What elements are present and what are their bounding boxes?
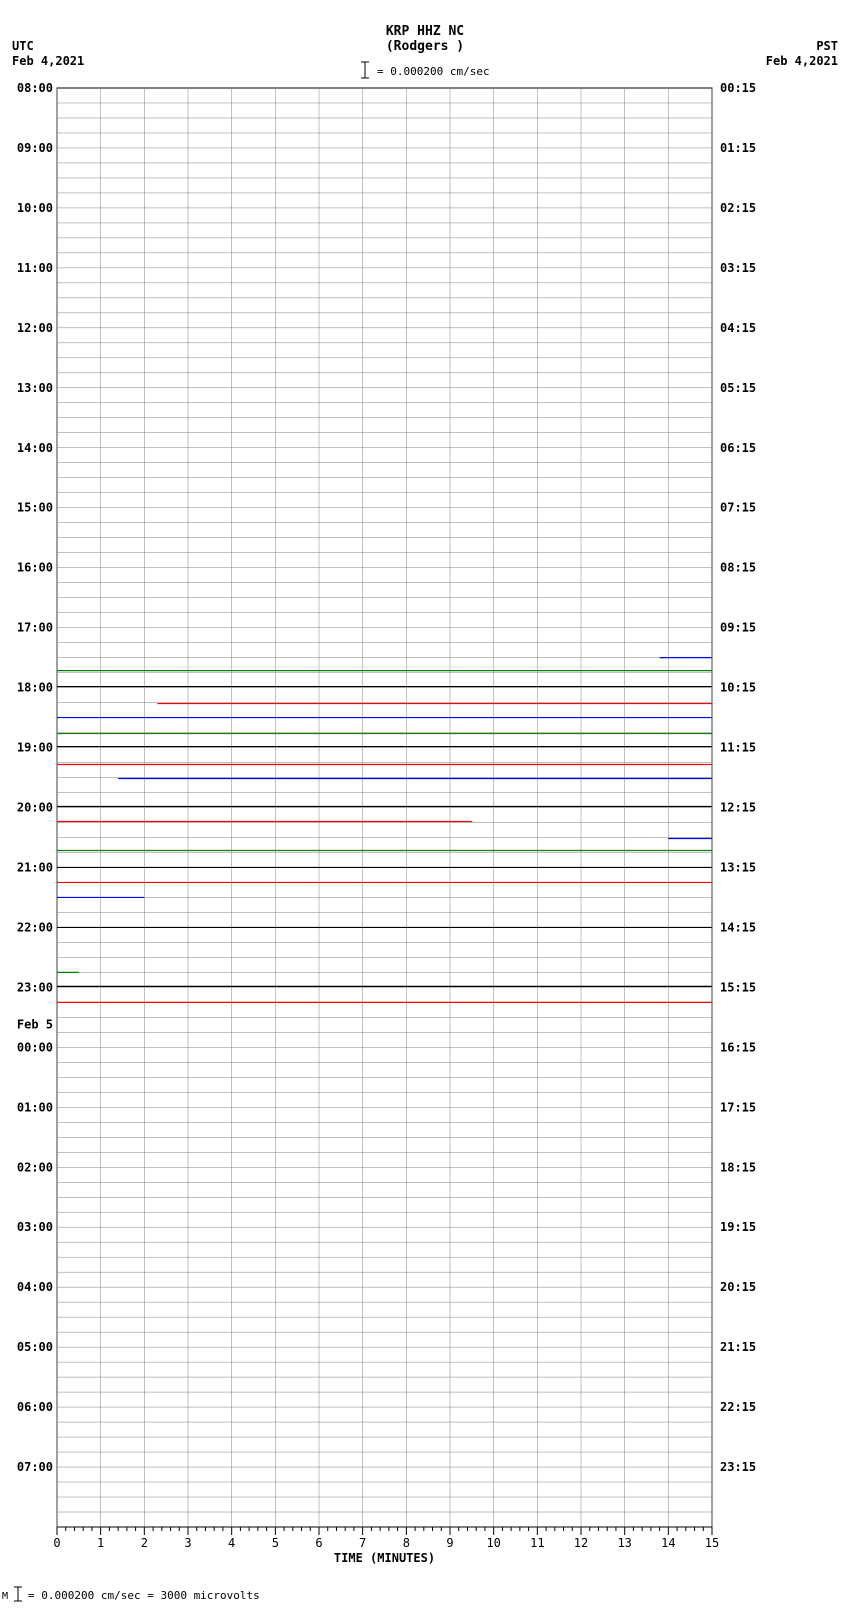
xaxis-tick: 4 bbox=[228, 1536, 235, 1550]
utc-label: 00:00 bbox=[17, 1040, 53, 1054]
pst-label: 20:15 bbox=[720, 1280, 756, 1294]
utc-label: 02:00 bbox=[17, 1160, 53, 1174]
utc-label: 12:00 bbox=[17, 321, 53, 335]
xaxis-tick: 11 bbox=[530, 1536, 544, 1550]
left-tz: UTC bbox=[12, 39, 34, 53]
utc-label: 14:00 bbox=[17, 441, 53, 455]
xaxis-tick: 1 bbox=[97, 1536, 104, 1550]
utc-label: 18:00 bbox=[17, 681, 53, 695]
xaxis-tick: 10 bbox=[486, 1536, 500, 1550]
pst-label: 21:15 bbox=[720, 1340, 756, 1354]
pst-label: 03:15 bbox=[720, 261, 756, 275]
pst-label: 13:15 bbox=[720, 860, 756, 874]
utc-label: 08:00 bbox=[17, 81, 53, 95]
pst-label: 00:15 bbox=[720, 81, 756, 95]
utc-label: 10:00 bbox=[17, 201, 53, 215]
pst-label: 02:15 bbox=[720, 201, 756, 215]
xaxis-tick: 0 bbox=[53, 1536, 60, 1550]
pst-label: 18:15 bbox=[720, 1160, 756, 1174]
footer-scale-text: = 0.000200 cm/sec = 3000 microvolts bbox=[28, 1589, 260, 1602]
pst-label: 09:15 bbox=[720, 621, 756, 635]
seismogram-chart: KRP HHZ NC(Rodgers ) = 0.000200 cm/sec UTC… bbox=[0, 0, 850, 1613]
pst-label: 06:15 bbox=[720, 441, 756, 455]
xaxis-label: TIME (MINUTES) bbox=[334, 1551, 435, 1565]
pst-label: 01:15 bbox=[720, 141, 756, 155]
utc-label: 05:00 bbox=[17, 1340, 53, 1354]
pst-label: 07:15 bbox=[720, 501, 756, 515]
pst-label: 16:15 bbox=[720, 1040, 756, 1054]
pst-label: 12:15 bbox=[720, 801, 756, 815]
utc-label: 11:00 bbox=[17, 261, 53, 275]
utc-label: 03:00 bbox=[17, 1220, 53, 1234]
xaxis-tick: 14 bbox=[661, 1536, 675, 1550]
right-tz: PST bbox=[816, 39, 838, 53]
xaxis-tick: 12 bbox=[574, 1536, 588, 1550]
pst-label: 19:15 bbox=[720, 1220, 756, 1234]
utc-label: Feb 5 bbox=[17, 1017, 53, 1031]
utc-label: 06:00 bbox=[17, 1400, 53, 1414]
xaxis-tick: 9 bbox=[446, 1536, 453, 1550]
pst-label: 04:15 bbox=[720, 321, 756, 335]
pst-label: 17:15 bbox=[720, 1100, 756, 1114]
pst-label: 08:15 bbox=[720, 561, 756, 575]
header-scale-text: = 0.000200 cm/sec bbox=[377, 65, 490, 78]
pst-label: 05:15 bbox=[720, 381, 756, 395]
utc-label: 15:00 bbox=[17, 501, 53, 515]
pst-label: 10:15 bbox=[720, 681, 756, 695]
pst-label: 14:15 bbox=[720, 920, 756, 934]
utc-label: 19:00 bbox=[17, 741, 53, 755]
utc-label: 16:00 bbox=[17, 561, 53, 575]
xaxis-tick: 2 bbox=[141, 1536, 148, 1550]
pst-label: 11:15 bbox=[720, 741, 756, 755]
utc-label: 22:00 bbox=[17, 920, 53, 934]
pst-label: 15:15 bbox=[720, 980, 756, 994]
xaxis-tick: 8 bbox=[403, 1536, 410, 1550]
utc-label: 20:00 bbox=[17, 801, 53, 815]
xaxis-tick: 7 bbox=[359, 1536, 366, 1550]
xaxis-tick: 3 bbox=[184, 1536, 191, 1550]
utc-label: 01:00 bbox=[17, 1100, 53, 1114]
utc-label: 13:00 bbox=[17, 381, 53, 395]
utc-label: 23:00 bbox=[17, 980, 53, 994]
right-date: Feb 4,2021 bbox=[766, 54, 838, 68]
location-title: (Rodgers ) bbox=[386, 39, 464, 54]
xaxis-tick: 6 bbox=[315, 1536, 322, 1550]
left-date: Feb 4,2021 bbox=[12, 54, 84, 68]
xaxis-tick: 5 bbox=[272, 1536, 279, 1550]
utc-label: 09:00 bbox=[17, 141, 53, 155]
station-title: KRP HHZ NC bbox=[386, 24, 464, 39]
utc-label: 07:00 bbox=[17, 1460, 53, 1474]
utc-label: 21:00 bbox=[17, 860, 53, 874]
xaxis-tick: 15 bbox=[705, 1536, 719, 1550]
pst-label: 23:15 bbox=[720, 1460, 756, 1474]
pst-label: 22:15 bbox=[720, 1400, 756, 1414]
utc-label: 17:00 bbox=[17, 621, 53, 635]
xaxis-tick: 13 bbox=[617, 1536, 631, 1550]
utc-label: 04:00 bbox=[17, 1280, 53, 1294]
footer-prefix: M bbox=[2, 1591, 8, 1602]
